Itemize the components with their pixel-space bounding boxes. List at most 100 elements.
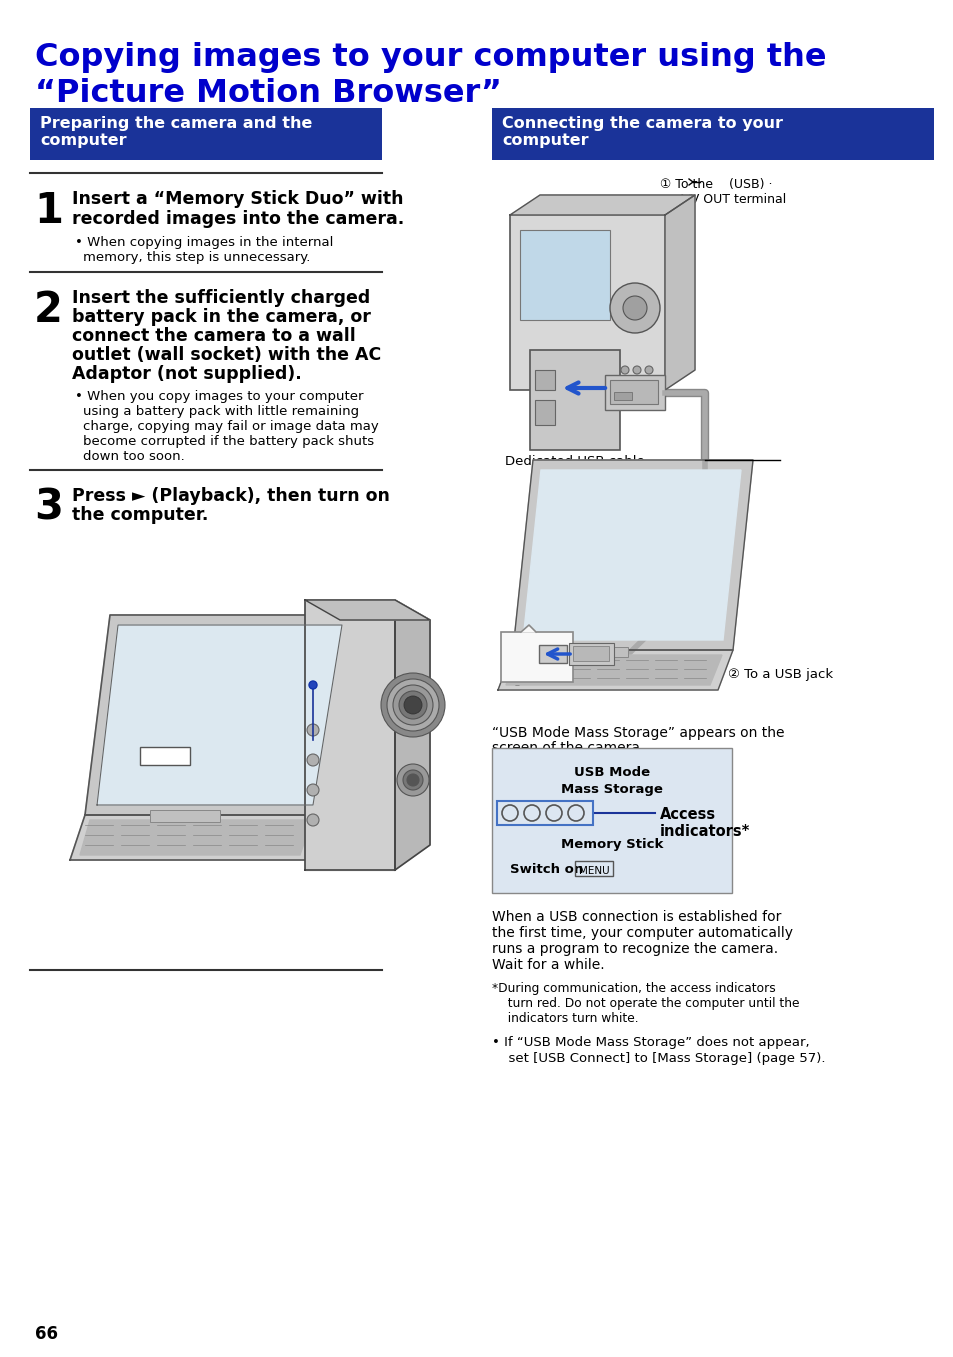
Text: 3: 3	[34, 487, 63, 529]
Text: (Playback) button: (Playback) button	[190, 750, 308, 763]
Text: Adaptor (not supplied).: Adaptor (not supplied).	[71, 365, 301, 383]
Polygon shape	[305, 600, 430, 620]
Text: battery pack in the camera, or: battery pack in the camera, or	[71, 308, 371, 326]
Text: • When you copy images to your computer: • When you copy images to your computer	[75, 389, 363, 403]
Polygon shape	[520, 626, 536, 632]
Polygon shape	[305, 600, 395, 870]
Text: ►: ►	[147, 763, 155, 773]
Text: A/V OUT terminal: A/V OUT terminal	[678, 193, 785, 206]
Text: →: →	[578, 658, 588, 668]
Text: 2: 2	[34, 289, 63, 331]
Text: Mass Storage: Mass Storage	[560, 783, 662, 797]
Bar	[497, 801, 593, 825]
Text: down too soon.: down too soon.	[83, 451, 185, 463]
Text: Press ► (Playback), then turn on: Press ► (Playback), then turn on	[71, 487, 390, 505]
Polygon shape	[497, 650, 732, 689]
Text: “USB Mode Mass Storage” appears on the: “USB Mode Mass Storage” appears on the	[492, 726, 783, 740]
Circle shape	[622, 296, 646, 320]
Circle shape	[403, 696, 421, 714]
Text: USB Mode: USB Mode	[574, 765, 649, 779]
Polygon shape	[85, 615, 350, 816]
Circle shape	[307, 725, 318, 735]
Bar	[492, 109, 933, 160]
Bar	[492, 748, 731, 893]
Text: outlet (wall socket) with the AC: outlet (wall socket) with the AC	[71, 346, 381, 364]
Text: ① To the    (USB) ·: ① To the (USB) ·	[659, 178, 772, 191]
Circle shape	[407, 773, 418, 786]
Text: *During communication, the access indicators: *During communication, the access indica…	[492, 982, 775, 995]
Circle shape	[402, 769, 422, 790]
Circle shape	[633, 366, 640, 375]
Circle shape	[609, 284, 659, 332]
Text: Access: Access	[659, 807, 716, 822]
Text: computer: computer	[501, 133, 588, 148]
Text: Wait for a while.: Wait for a while.	[492, 958, 604, 972]
Bar	[535, 370, 555, 389]
Polygon shape	[522, 470, 740, 641]
Bar	[500, 632, 573, 683]
Text: screen of the camera.: screen of the camera.	[492, 741, 643, 754]
Text: using a battery pack with little remaining: using a battery pack with little remaini…	[83, 404, 358, 418]
Text: connect the camera to a wall: connect the camera to a wall	[71, 327, 355, 345]
Circle shape	[307, 814, 318, 826]
Text: computer: computer	[40, 133, 127, 148]
Text: When a USB connection is established for: When a USB connection is established for	[492, 911, 781, 924]
Polygon shape	[505, 655, 721, 685]
Text: recorded images into the camera.: recorded images into the camera.	[71, 210, 404, 228]
Circle shape	[387, 678, 438, 731]
Text: indicators*: indicators*	[659, 824, 750, 839]
Text: MENU: MENU	[578, 866, 609, 877]
Bar	[538, 645, 566, 664]
Polygon shape	[510, 195, 695, 214]
Polygon shape	[395, 600, 430, 870]
Circle shape	[644, 366, 652, 375]
Bar	[30, 109, 381, 160]
Text: memory, this step is unnecessary.: memory, this step is unnecessary.	[83, 251, 310, 265]
Text: Copying images to your computer using the: Copying images to your computer using th…	[35, 42, 825, 73]
Text: “Picture Motion Browser”: “Picture Motion Browser”	[35, 77, 501, 109]
Bar	[567, 647, 627, 657]
Text: Switch on: Switch on	[510, 863, 582, 877]
Text: runs a program to recognize the camera.: runs a program to recognize the camera.	[492, 942, 778, 955]
Bar	[140, 746, 190, 765]
Text: Insert the sufficiently charged: Insert the sufficiently charged	[71, 289, 370, 307]
Bar	[614, 392, 631, 400]
Bar	[150, 810, 220, 822]
Text: 1: 1	[34, 190, 63, 232]
Text: • When copying images in the internal: • When copying images in the internal	[75, 236, 333, 248]
Bar	[535, 400, 555, 425]
Text: • If “USB Mode Mass Storage” does not appear,: • If “USB Mode Mass Storage” does not ap…	[492, 1035, 809, 1049]
Text: indicators turn white.: indicators turn white.	[499, 1012, 638, 1025]
Text: charge, copying may fail or image data may: charge, copying may fail or image data m…	[83, 421, 378, 433]
Circle shape	[620, 366, 628, 375]
Circle shape	[307, 784, 318, 797]
Text: Memory Stick: Memory Stick	[560, 839, 662, 851]
Circle shape	[396, 764, 429, 797]
Bar	[510, 214, 664, 389]
Text: set [USB Connect] to [Mass Storage] (page 57).: set [USB Connect] to [Mass Storage] (pag…	[499, 1052, 824, 1065]
Polygon shape	[97, 626, 341, 805]
Polygon shape	[513, 460, 752, 650]
Circle shape	[380, 673, 444, 737]
Bar	[530, 350, 619, 451]
Polygon shape	[80, 820, 312, 855]
Bar	[604, 375, 664, 410]
Text: Ψ: Ψ	[507, 670, 526, 689]
Text: ② To a USB jack: ② To a USB jack	[727, 668, 832, 681]
Text: the first time, your computer automatically: the first time, your computer automatica…	[492, 925, 792, 940]
Text: turn red. Do not operate the computer until the: turn red. Do not operate the computer un…	[499, 997, 799, 1010]
Text: the computer.: the computer.	[71, 506, 208, 524]
Text: Preparing the camera and the: Preparing the camera and the	[40, 115, 312, 132]
Bar	[573, 646, 608, 661]
Circle shape	[398, 691, 427, 719]
Circle shape	[309, 681, 316, 689]
Polygon shape	[664, 195, 695, 389]
Circle shape	[307, 754, 318, 765]
Bar	[575, 860, 613, 877]
Bar	[609, 380, 658, 404]
Circle shape	[393, 685, 433, 725]
Polygon shape	[70, 816, 325, 860]
Text: Dedicated USB cable: Dedicated USB cable	[504, 455, 644, 468]
Bar	[519, 229, 609, 320]
Text: Insert a “Memory Stick Duo” with: Insert a “Memory Stick Duo” with	[71, 190, 403, 208]
